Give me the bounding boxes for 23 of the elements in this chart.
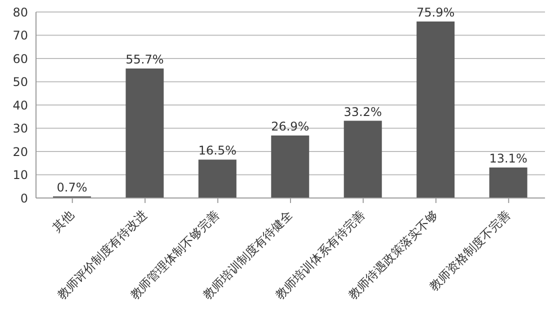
y-tick-label: 80 <box>12 5 28 20</box>
data-label: 75.9% <box>416 6 455 20</box>
data-label: 26.9% <box>271 119 310 134</box>
y-tick-label: 10 <box>12 168 28 182</box>
bar <box>416 22 455 198</box>
data-label: 0.7% <box>56 180 88 194</box>
bar <box>126 68 164 198</box>
data-label: 13.1% <box>489 152 528 166</box>
bar <box>489 168 528 198</box>
bar <box>271 135 310 198</box>
y-tick-label: 40 <box>12 98 28 112</box>
y-tick-label: 20 <box>12 144 28 159</box>
bar <box>198 160 236 198</box>
data-label: 33.2% <box>344 104 382 119</box>
data-label: 55.7% <box>126 52 164 66</box>
y-tick-label: 30 <box>12 122 28 136</box>
y-tick-label: 50 <box>12 75 28 90</box>
x-tick-label: 其他 <box>50 208 77 234</box>
y-tick-label: 60 <box>12 52 28 66</box>
y-tick-label: 70 <box>12 28 28 43</box>
bar <box>344 120 382 198</box>
y-tick-label: 0 <box>20 191 28 206</box>
data-label: 16.5% <box>198 144 236 158</box>
